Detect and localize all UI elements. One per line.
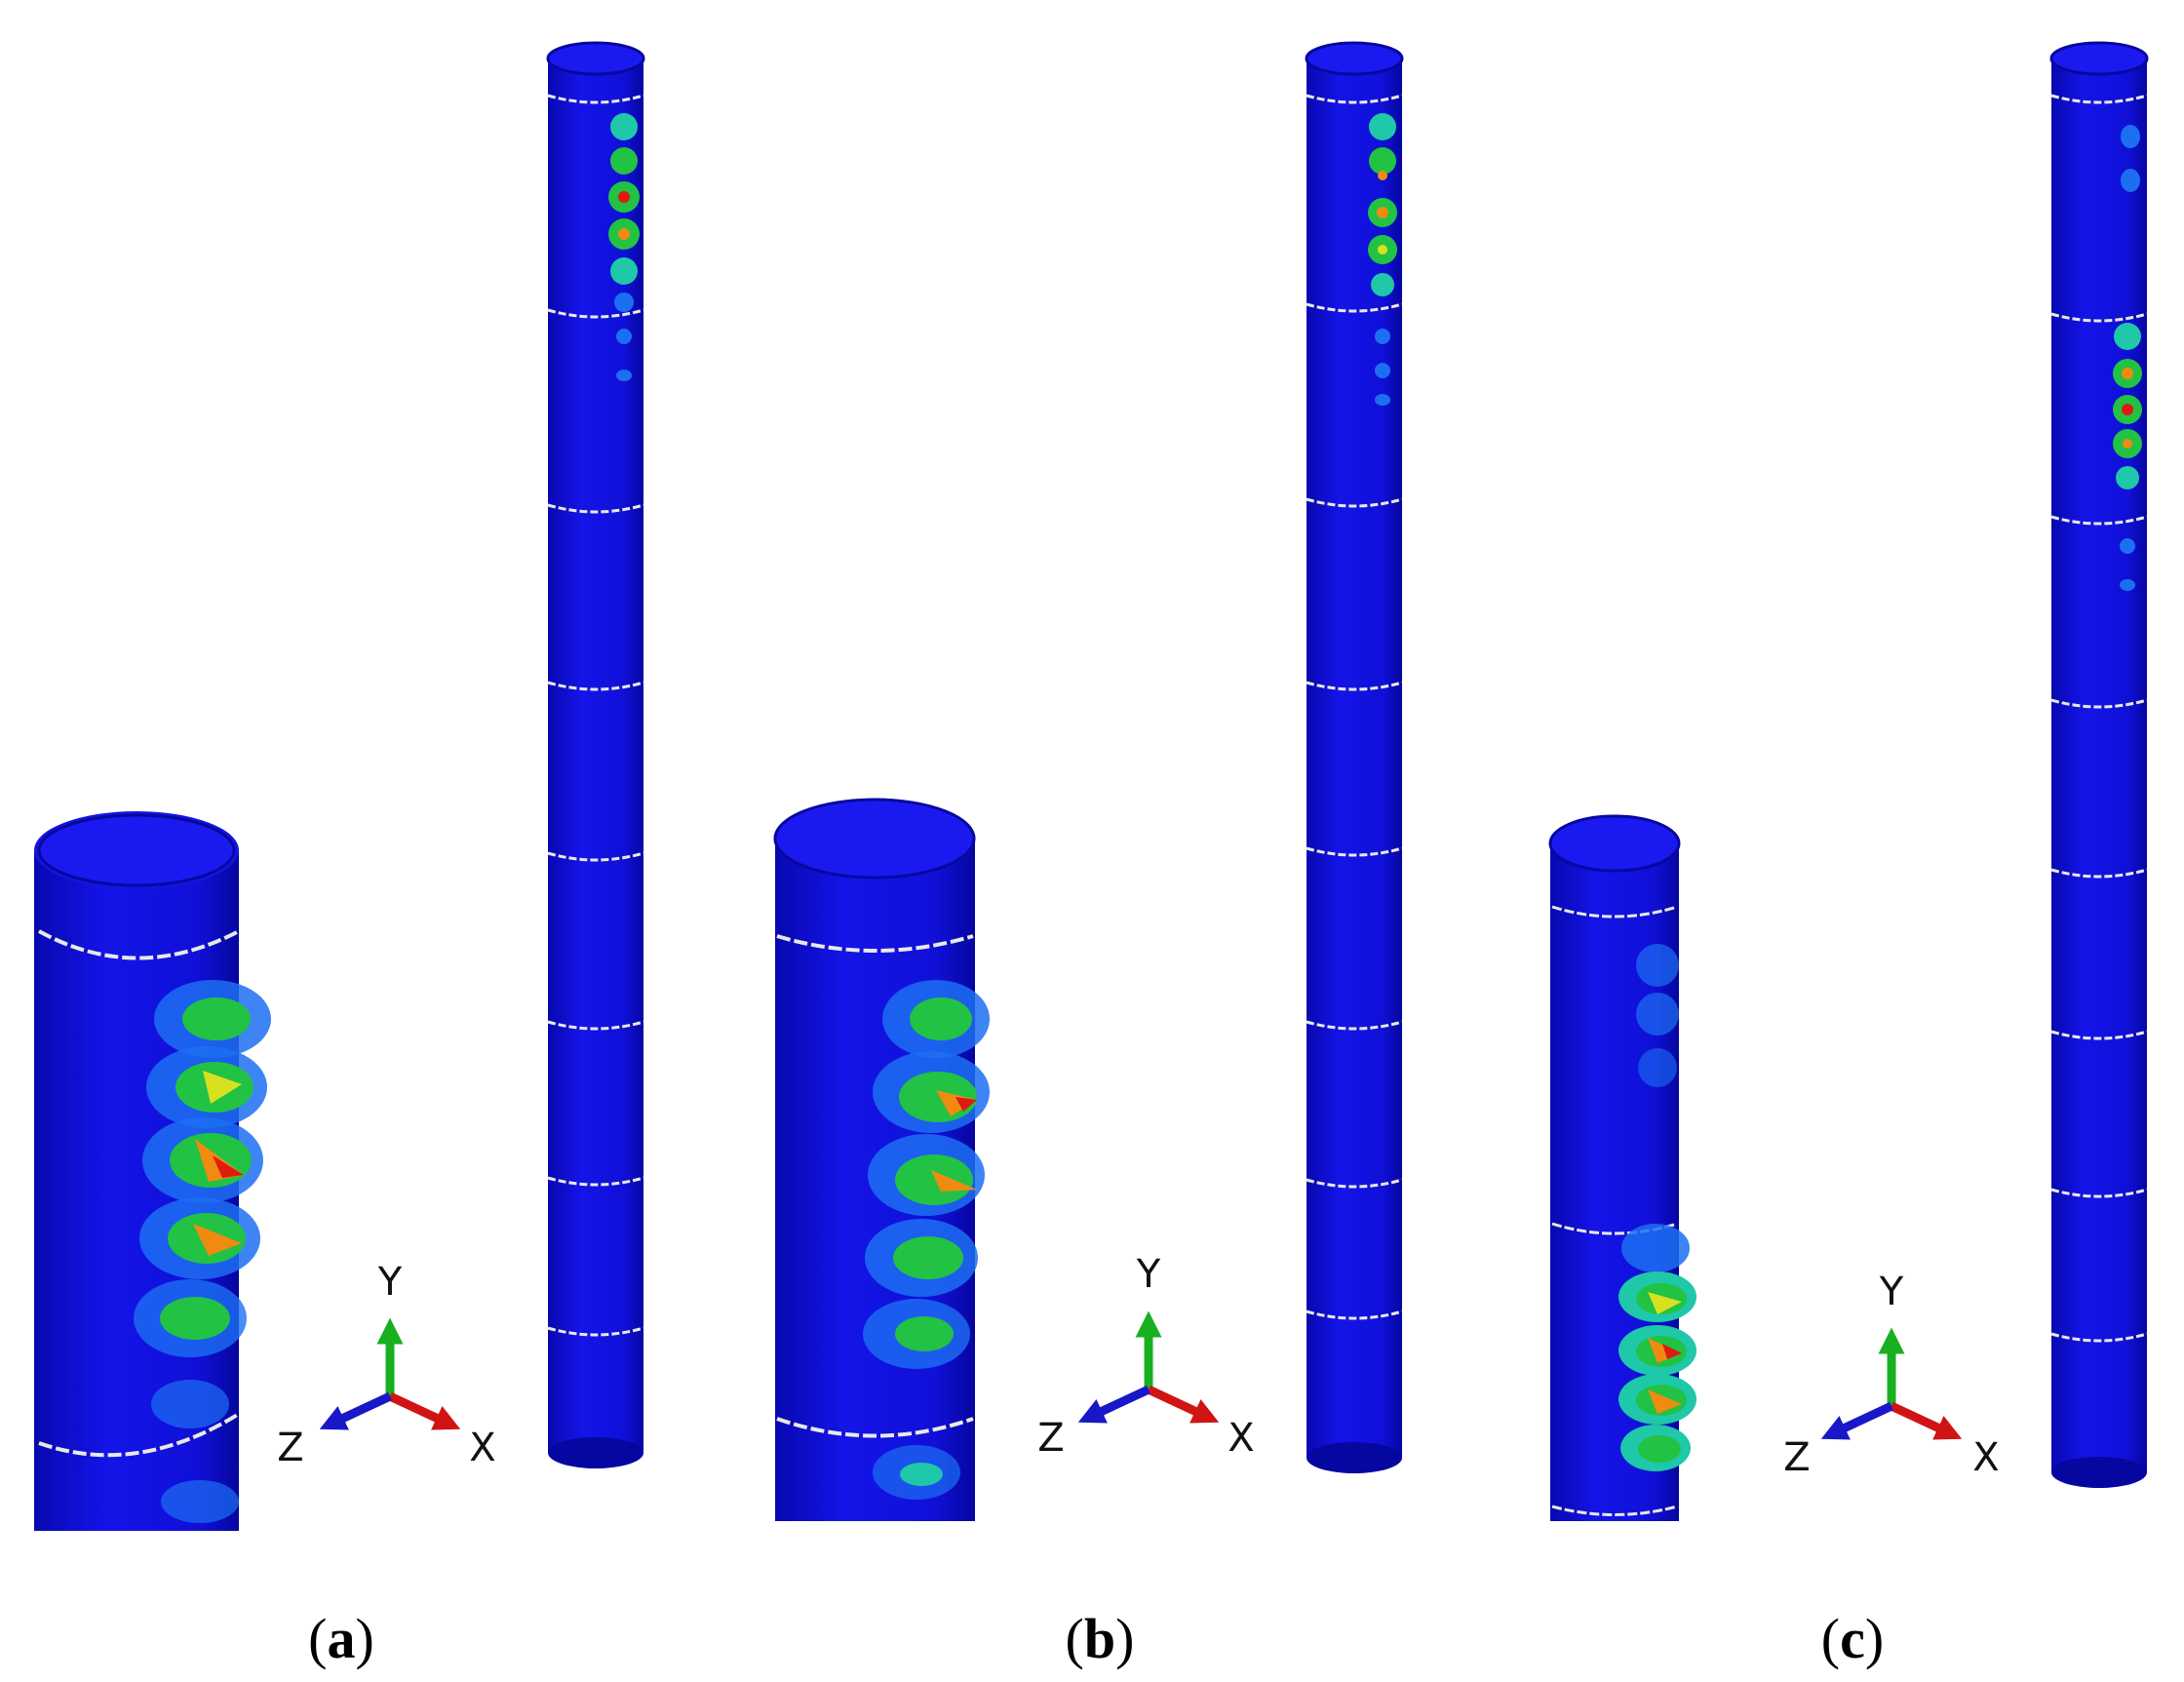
panel-a: Y X Z (a) xyxy=(34,41,645,1670)
panel-a-axis-y-label: Y xyxy=(377,1260,403,1305)
panel-b-axis-z-label: Z xyxy=(1037,1416,1064,1461)
panel-b-zoom-cylinder xyxy=(773,798,990,1521)
panel-c-label: (c) xyxy=(1821,1607,1884,1670)
panel-b: Y X Z (b) xyxy=(773,41,1404,1670)
panel-a-buckle-contours xyxy=(134,980,271,1523)
panel-c-full-contours xyxy=(2113,125,2142,591)
panel-b-axis-x-label: X xyxy=(1228,1416,1254,1461)
panel-a-axis-z-label: Z xyxy=(277,1426,303,1470)
panel-c-zoom-cylinder xyxy=(1548,814,1696,1521)
panel-a-full-contours xyxy=(608,113,640,381)
panel-c: Y X Z (c) xyxy=(1548,41,2149,1670)
panel-b-axes-triad: Y X Z xyxy=(1037,1252,1254,1461)
panel-b-buckle-contours xyxy=(863,980,990,1500)
panel-b-axis-y-label: Y xyxy=(1136,1252,1161,1297)
panel-c-axis-x-label: X xyxy=(1972,1435,1999,1480)
panel-a-full-cylinder xyxy=(546,41,645,1468)
panel-a-letter: a xyxy=(328,1607,356,1670)
panel-b-full-contours xyxy=(1368,113,1397,406)
panel-c-axes-triad: Y X Z xyxy=(1783,1270,1999,1480)
panel-c-axis-z-label: Z xyxy=(1783,1435,1810,1480)
panel-b-letter: b xyxy=(1084,1607,1115,1670)
panel-c-axis-y-label: Y xyxy=(1879,1270,1904,1314)
panel-b-full-cylinder xyxy=(1305,41,1404,1473)
panel-a-axes-triad: Y X Z xyxy=(277,1260,495,1470)
panel-c-buckle-contours xyxy=(1618,944,1696,1471)
panel-a-axis-x-label: X xyxy=(469,1426,495,1470)
panel-c-full-cylinder xyxy=(2049,41,2149,1488)
panel-c-letter: c xyxy=(1840,1607,1865,1670)
panel-a-label: (a) xyxy=(308,1607,374,1670)
panel-a-zoom-cylinder xyxy=(34,811,271,1531)
panel-b-label: (b) xyxy=(1066,1607,1135,1670)
